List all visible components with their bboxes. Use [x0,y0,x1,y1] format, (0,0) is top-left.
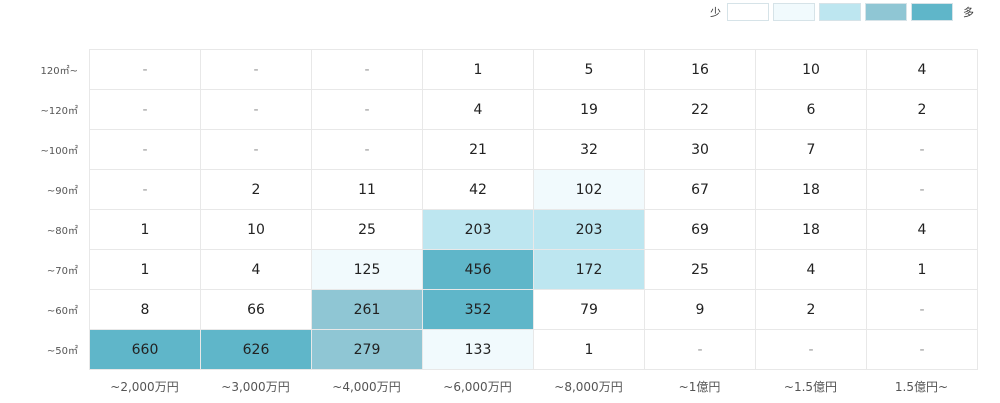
heatmap-cell: 9 [645,290,756,330]
legend-swatch-5 [911,3,953,21]
x-tick-label: ~4,000万円 [332,380,401,394]
heatmap-cell: 30 [645,130,756,170]
heatmap-cell: 19 [534,90,645,130]
heatmap-cell: 25 [645,250,756,290]
heatmap-cell: 1 [90,210,201,250]
heatmap-cell: 66 [201,290,312,330]
heatmap-cell: 18 [756,170,867,210]
heatmap-cell: - [867,290,978,330]
heatmap-cell: 626 [201,330,312,370]
heatmap-cell: 352 [423,290,534,330]
heatmap-cell: 8 [90,290,201,330]
heatmap-cell: 203 [534,210,645,250]
heatmap-cell: 11 [312,170,423,210]
heatmap-cell: - [867,170,978,210]
heatmap-cell: 456 [423,250,534,290]
heatmap-cell: 279 [312,330,423,370]
legend-swatch-1 [727,3,769,21]
heatmap-cell: 6 [756,90,867,130]
heatmap-cell: 69 [645,210,756,250]
heatmap-cell: 1 [534,330,645,370]
y-tick-label: 120㎡~ [40,65,78,77]
x-tick-label: ~8,000万円 [554,380,623,394]
y-tick-label: ~100㎡ [40,145,78,157]
legend-swatch-2 [773,3,815,21]
heatmap-cell: 5 [534,50,645,90]
legend: 少 多 [704,2,980,22]
heatmap-cell: 4 [201,250,312,290]
heatmap-cell: 4 [867,50,978,90]
heatmap-cell: 67 [645,170,756,210]
heatmap-cell: - [867,130,978,170]
heatmap-cell: - [201,90,312,130]
y-tick-label: ~120㎡ [40,105,78,117]
heatmap-cell: 18 [756,210,867,250]
heatmap-cell: 660 [90,330,201,370]
heatmap-cell: 10 [756,50,867,90]
heatmap-cell: - [201,50,312,90]
heatmap-cell: 4 [756,250,867,290]
heatmap-cell: 261 [312,290,423,330]
heatmap-cell: 1 [90,250,201,290]
heatmap-cell: 4 [423,90,534,130]
y-tick-label: ~90㎡ [46,185,78,197]
heatmap-cell: 21 [423,130,534,170]
heatmap-cell: 2 [201,170,312,210]
y-tick-label: ~70㎡ [46,265,78,277]
heatmap-cell: - [867,330,978,370]
y-tick-label: ~60㎡ [46,305,78,317]
heatmap-cell: 2 [867,90,978,130]
heatmap-grid: - - -1 5 16 10 4- - -4 19 22 6 2- - -21 32 30 7- -2 11 42 102… [89,49,978,370]
heatmap-cell: - [201,130,312,170]
heatmap-cell: - [90,90,201,130]
heatmap-cell: 172 [534,250,645,290]
heatmap-cell: - [645,330,756,370]
heatmap-cell: 10 [201,210,312,250]
heatmap-cell: - [312,50,423,90]
legend-high-label: 多 [963,6,974,19]
heatmap-cell: 22 [645,90,756,130]
x-tick-label: ~1億円 [678,380,721,394]
heatmap-cell: 1 [423,50,534,90]
heatmap-cell: - [312,90,423,130]
heatmap-cell: 102 [534,170,645,210]
heatmap-cell: 1 [867,250,978,290]
legend-low-label: 少 [710,6,721,19]
y-tick-label: ~50㎡ [46,345,78,357]
heatmap-cell: 16 [645,50,756,90]
x-tick-label: ~6,000万円 [443,380,512,394]
heatmap-cell: 125 [312,250,423,290]
heatmap-cell: 2 [756,290,867,330]
heatmap-cell: 79 [534,290,645,330]
heatmap-cell: 4 [867,210,978,250]
x-tick-label: ~3,000万円 [221,380,290,394]
heatmap-cell: 133 [423,330,534,370]
heatmap-cell: 203 [423,210,534,250]
legend-swatch-4 [865,3,907,21]
heatmap-cell: - [312,130,423,170]
heatmap-cell: - [90,170,201,210]
legend-swatch-3 [819,3,861,21]
heatmap-cell: - [90,50,201,90]
heatmap-cell: 32 [534,130,645,170]
x-tick-label: 1.5億円~ [894,380,949,394]
heatmap-cell: - [90,130,201,170]
x-tick-label: ~2,000万円 [110,380,179,394]
heatmap-cell: 42 [423,170,534,210]
heatmap-cell: 25 [312,210,423,250]
y-tick-label: ~80㎡ [46,225,78,237]
heatmap-cell: 7 [756,130,867,170]
x-tick-label: ~1.5億円 [783,380,838,394]
heatmap-cell: - [756,330,867,370]
